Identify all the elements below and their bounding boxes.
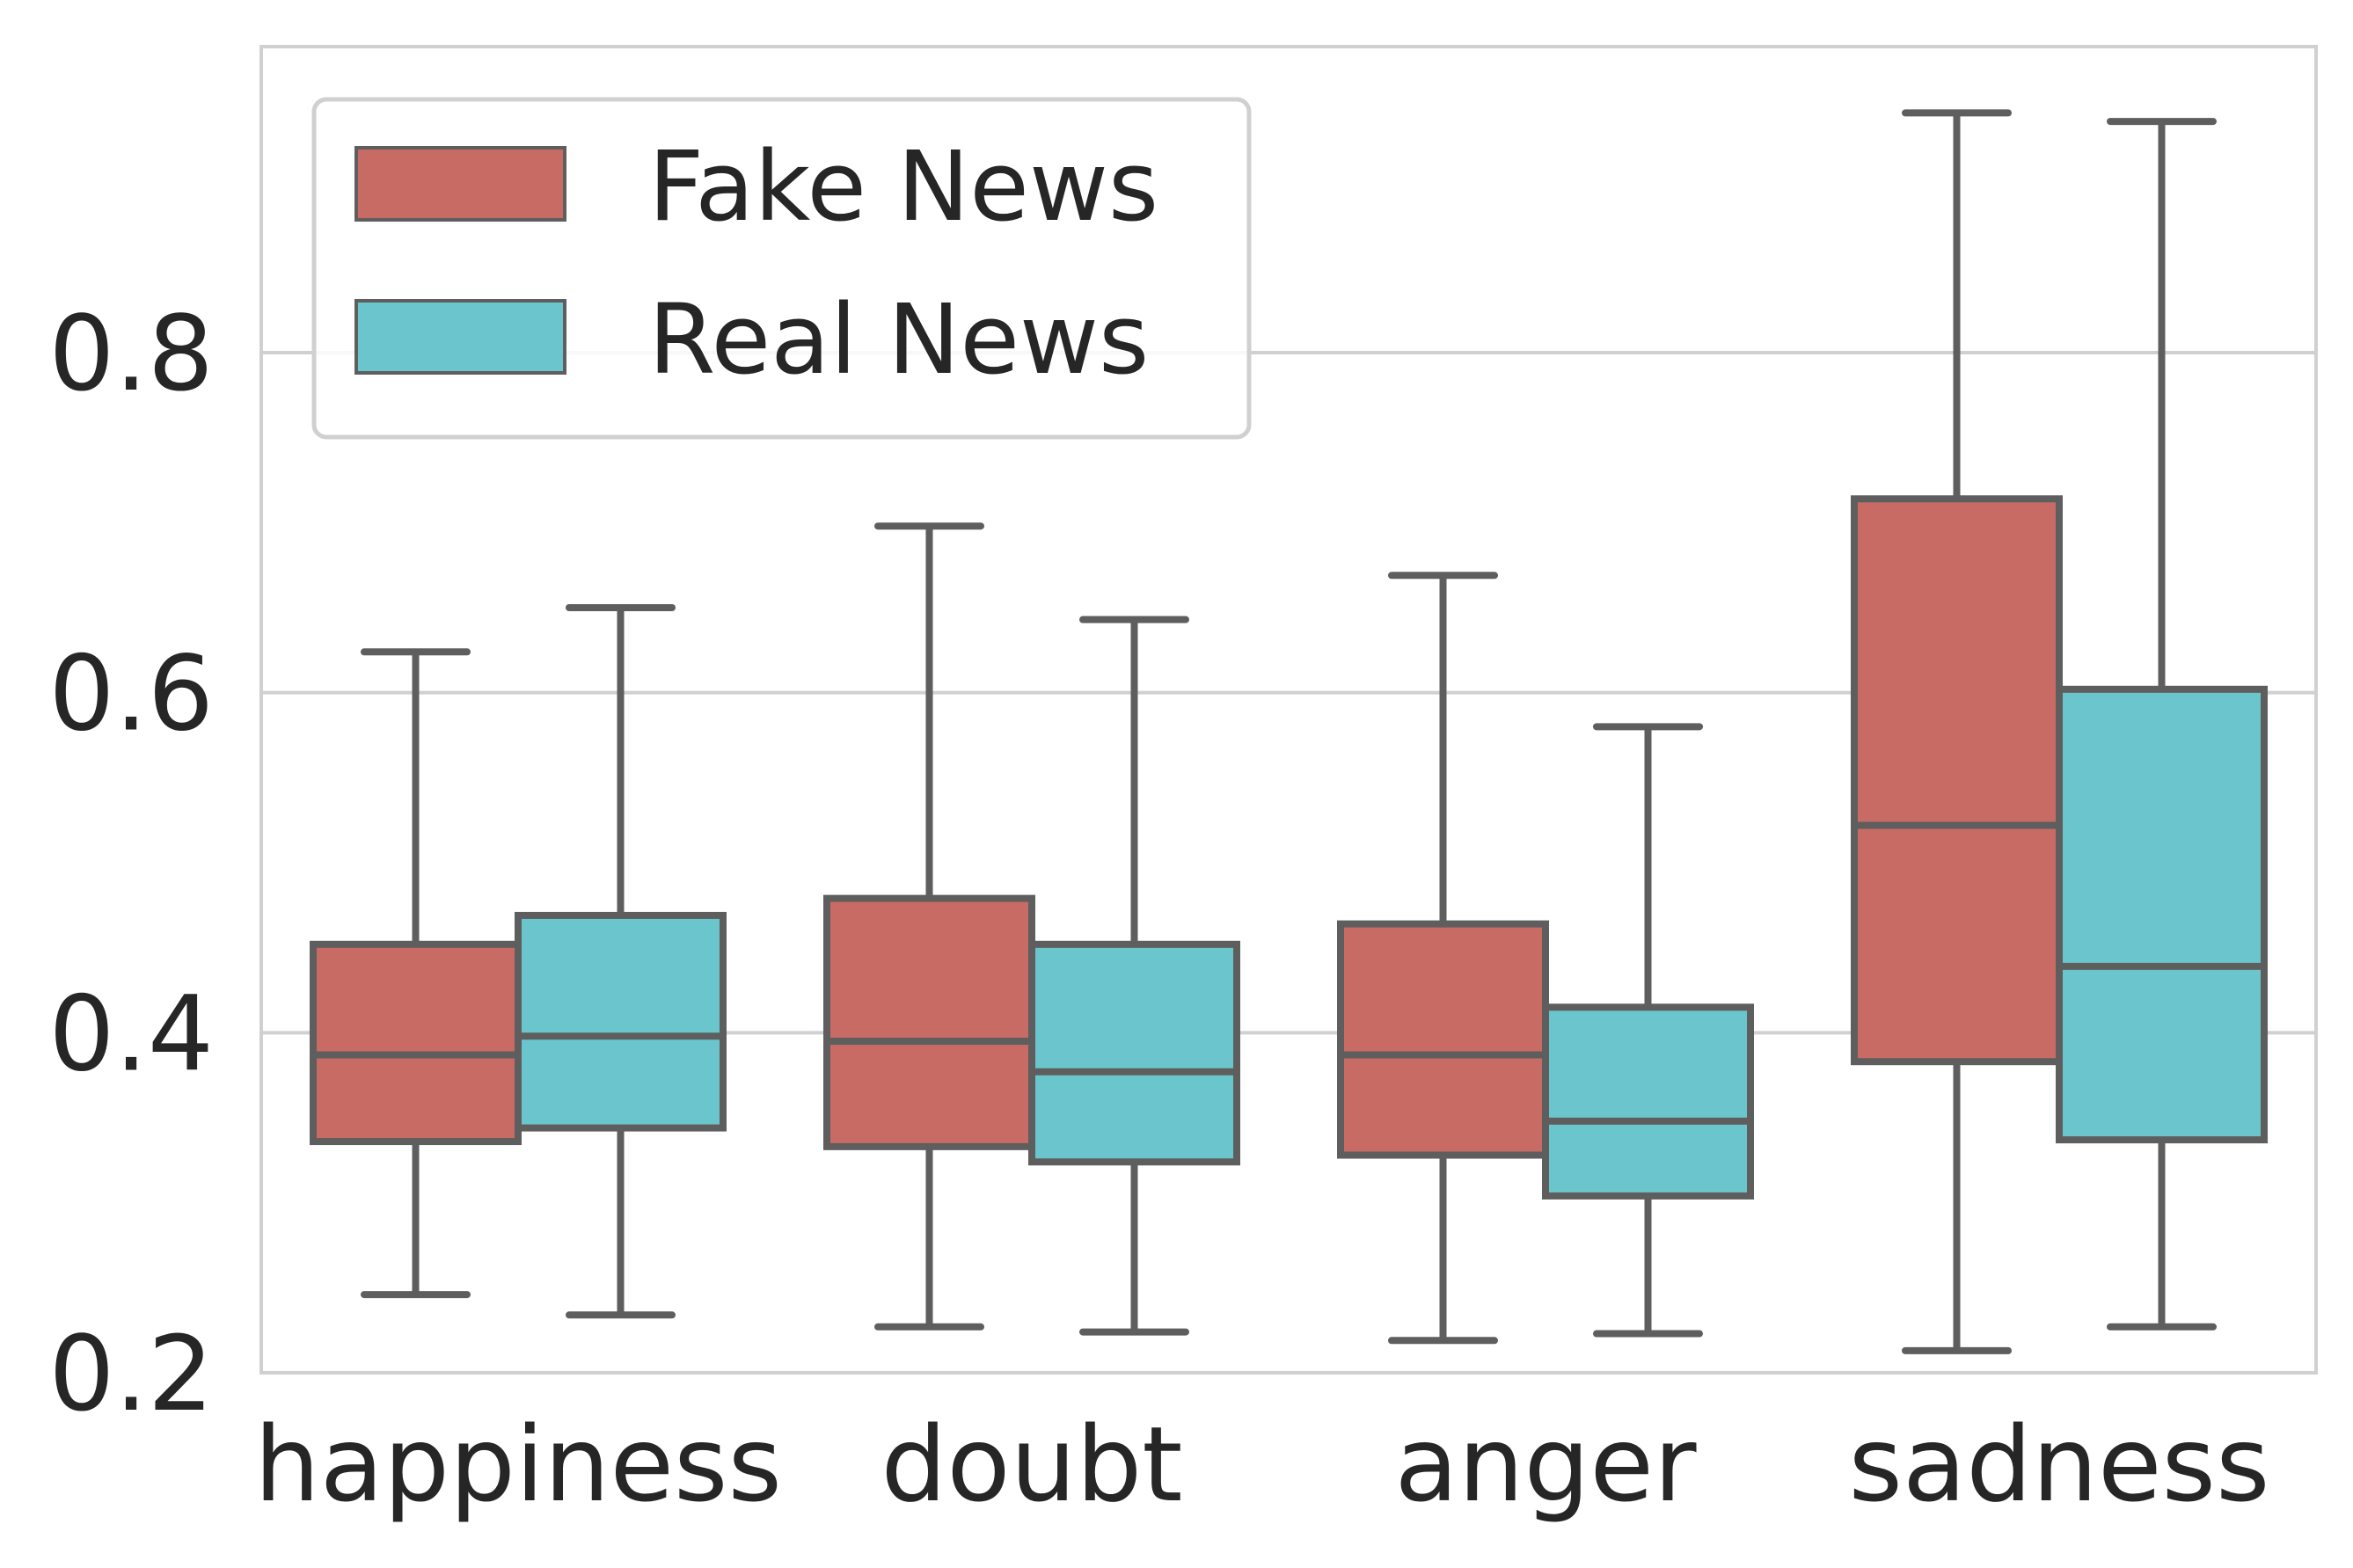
y-tick-label: 0.2 xyxy=(48,1313,214,1434)
y-axis: 0.2 0.4 0.6 0.8 xyxy=(48,293,214,1434)
x-tick-label: doubt xyxy=(881,1404,1182,1525)
legend-label-fake-news: Fake News xyxy=(648,130,1158,243)
box-doubt-fake xyxy=(823,522,1035,1331)
y-tick-label: 0.4 xyxy=(48,973,214,1094)
box-anger-real xyxy=(1542,723,1754,1338)
box-happiness-real xyxy=(515,604,727,1319)
box-body xyxy=(2056,685,2268,1144)
box-sadness-fake xyxy=(1851,109,2063,1354)
box-body xyxy=(515,911,727,1132)
x-tick-label: sadness xyxy=(1848,1404,2269,1525)
box-body xyxy=(1851,495,2063,1066)
legend-swatch-real-news xyxy=(354,299,566,375)
y-tick-label: 0.8 xyxy=(48,293,214,414)
legend-swatch-fake-news xyxy=(354,146,566,222)
plot-frame xyxy=(259,45,2318,1375)
box-body xyxy=(1028,940,1240,1166)
x-tick-label: happiness xyxy=(254,1404,782,1525)
box-body xyxy=(823,894,1035,1150)
box-body xyxy=(1337,920,1549,1159)
box-doubt-real xyxy=(1028,616,1240,1336)
box-happiness-fake xyxy=(310,648,522,1299)
boxes-layer xyxy=(310,109,2268,1354)
box-anger-fake xyxy=(1337,572,1549,1345)
y-tick-label: 0.6 xyxy=(48,633,214,755)
legend: Fake News Real News xyxy=(311,97,1252,440)
box-body xyxy=(310,940,522,1146)
x-tick-label: anger xyxy=(1394,1404,1697,1525)
box-body xyxy=(1542,1003,1754,1200)
legend-label-real-news: Real News xyxy=(648,283,1149,396)
x-axis: happiness doubt anger sadness xyxy=(254,1404,2270,1525)
box-sadness-real xyxy=(2056,118,2268,1331)
